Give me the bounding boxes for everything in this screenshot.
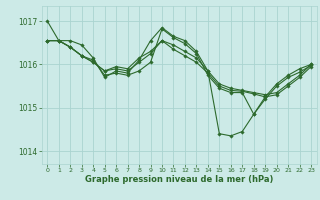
X-axis label: Graphe pression niveau de la mer (hPa): Graphe pression niveau de la mer (hPa) bbox=[85, 175, 273, 184]
